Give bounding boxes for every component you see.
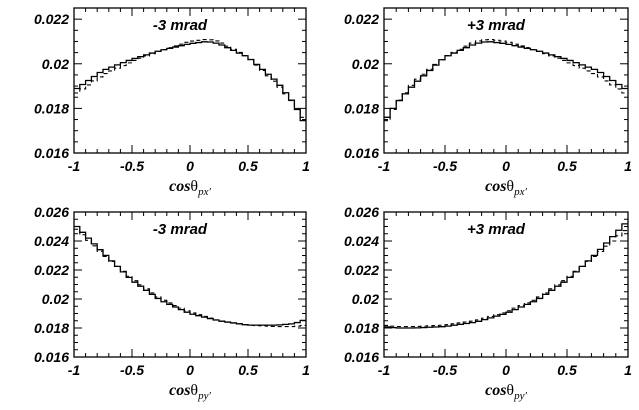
x-axis-label-main: cos	[485, 382, 506, 399]
x-tick-label: 0	[186, 362, 194, 378]
x-axis-label-theta: θ	[506, 382, 514, 399]
x-tick-label: 0	[502, 362, 510, 378]
x-tick-label: 1	[302, 362, 310, 378]
x-axis-label: cosθpx′	[485, 178, 527, 198]
y-tick-label: 0.02	[42, 56, 69, 72]
y-tick-label: 0.024	[344, 233, 379, 249]
x-tick-label: 0	[502, 158, 510, 174]
y-tick-label: 0.026	[344, 204, 379, 220]
panel-annotation: +3 mrad	[467, 17, 526, 34]
x-tick-label: 0.5	[238, 158, 258, 174]
x-axis-label-subscript: px′	[513, 186, 527, 198]
y-tick-label: 0.02	[42, 291, 69, 307]
y-tick-label: 0.022	[344, 262, 379, 278]
x-tick-label: -1	[378, 158, 391, 174]
x-tick-label: 0	[186, 158, 194, 174]
x-axis-label-subscript: py′	[197, 390, 211, 402]
dashed-histogram	[74, 228, 306, 328]
x-tick-label: 1	[624, 158, 632, 174]
x-tick-label: -1	[68, 362, 81, 378]
dashed-histogram	[74, 39, 306, 118]
x-axis-label-theta: θ	[506, 178, 514, 195]
x-tick-label: 1	[624, 362, 632, 378]
y-tick-label: 0.022	[34, 262, 69, 278]
panel-1: -1 -0.5 0 0.5 1 0.016 0.018 0.02 0.022 -3 mrad cos…	[34, 7, 310, 198]
dashed-histogram	[384, 230, 628, 328]
y-tick-label: 0.018	[344, 100, 379, 116]
x-tick-label: -0.5	[120, 158, 144, 174]
y-tick-label: 0.016	[344, 349, 379, 365]
x-tick-label: -1	[68, 158, 81, 174]
x-axis-label-subscript: px′	[197, 186, 211, 198]
x-axis-label: cosθpy′	[169, 382, 211, 402]
x-tick-label: -1	[378, 362, 391, 378]
x-axis-label-theta: θ	[190, 382, 198, 399]
solid-histogram	[74, 41, 306, 122]
x-tick-label: -0.5	[120, 362, 144, 378]
panel-annotation: +3 mrad	[467, 221, 526, 238]
y-tick-label: 0.018	[344, 320, 379, 336]
panel-2: -1 -0.5 0 0.5 1 0.016 0.018 0.02 0.022 +3 mrad cos…	[344, 7, 632, 198]
x-axis-label-main: cos	[485, 178, 506, 195]
panel-4: -1 -0.5 0 0.5 1 0.016 0.018 0.02 0.022 0.024 0.026…	[344, 204, 632, 402]
y-tick-label: 0.016	[34, 349, 69, 365]
x-tick-label: -0.5	[433, 362, 457, 378]
y-tick-label: 0.02	[352, 56, 379, 72]
x-axis-label-subscript: py′	[513, 390, 527, 402]
y-tick-label: 0.016	[34, 145, 69, 161]
x-tick-label: -0.5	[433, 158, 457, 174]
y-tick-label: 0.022	[344, 11, 379, 27]
y-tick-label: 0.018	[34, 320, 69, 336]
y-tick-label: 0.024	[34, 233, 69, 249]
x-tick-label: 0.5	[557, 158, 577, 174]
y-tick-label: 0.018	[34, 100, 69, 116]
y-tick-label: 0.016	[344, 145, 379, 161]
x-axis-label-main: cos	[169, 178, 190, 195]
solid-histogram	[384, 223, 628, 329]
x-axis-label-theta: θ	[190, 178, 198, 195]
panel-3: -1 -0.5 0 0.5 1 0.016 0.018 0.02 0.022 0.024 0.026…	[34, 204, 310, 402]
solid-histogram	[384, 41, 628, 118]
x-axis-label: cosθpx′	[169, 178, 211, 198]
x-axis-label: cosθpy′	[485, 382, 527, 402]
panel-annotation: -3 mrad	[153, 17, 208, 34]
x-tick-label: 1	[302, 158, 310, 174]
x-axis-label-main: cos	[169, 382, 190, 399]
dashed-histogram	[384, 39, 628, 122]
panel-annotation: -3 mrad	[153, 221, 208, 238]
y-tick-label: 0.022	[34, 11, 69, 27]
x-tick-label: 0.5	[557, 362, 577, 378]
y-tick-label: 0.02	[352, 291, 379, 307]
x-tick-label: 0.5	[238, 362, 258, 378]
y-tick-label: 0.026	[34, 204, 69, 220]
